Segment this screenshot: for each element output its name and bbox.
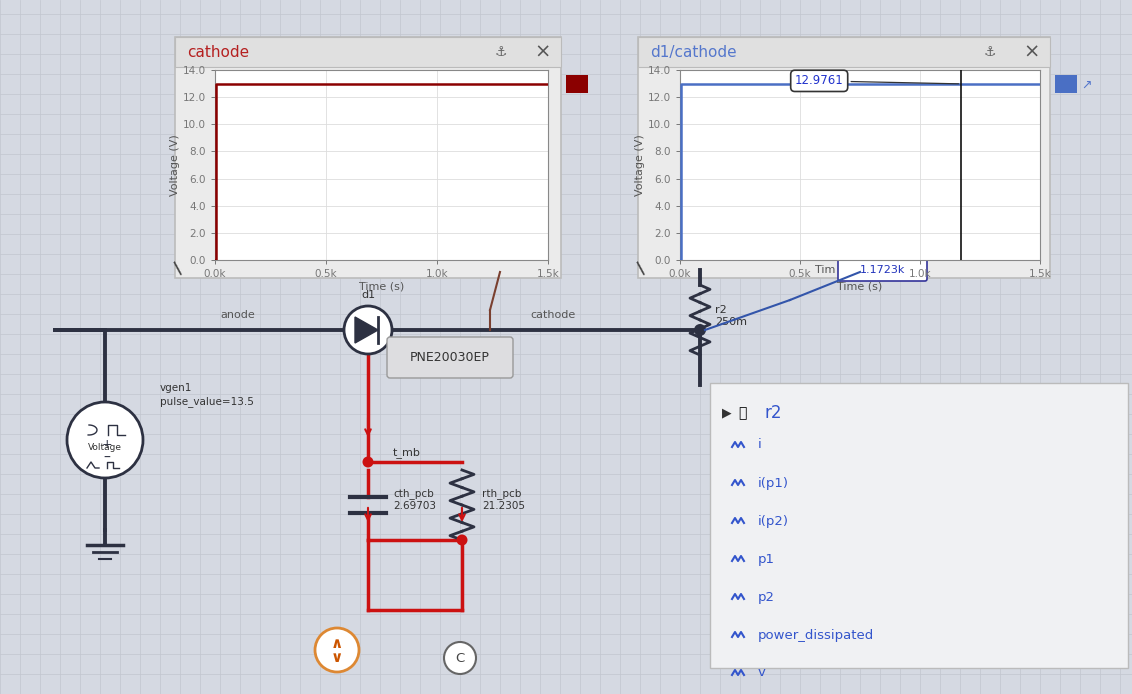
Circle shape: [456, 534, 468, 545]
Text: p2: p2: [758, 591, 775, 604]
Text: Tim: Tim: [815, 265, 835, 275]
Text: vgen1
pulse_value=13.5: vgen1 pulse_value=13.5: [160, 383, 254, 407]
Text: ⚓: ⚓: [984, 45, 996, 59]
Text: i(p1): i(p1): [758, 477, 789, 489]
Text: r2: r2: [765, 404, 782, 422]
Text: +: +: [102, 439, 112, 452]
Y-axis label: Voltage (V): Voltage (V): [170, 134, 180, 196]
Text: cth_pcb
2.69703: cth_pcb 2.69703: [393, 488, 436, 511]
Text: ▶: ▶: [722, 407, 731, 419]
Text: i(p2): i(p2): [758, 514, 789, 527]
Bar: [175, 37, 561, 67]
Text: d1: d1: [361, 290, 375, 300]
Polygon shape: [355, 317, 378, 343]
Text: 1.1723k: 1.1723k: [860, 265, 906, 275]
FancyBboxPatch shape: [387, 337, 513, 378]
Circle shape: [694, 324, 706, 336]
Text: /: /: [633, 260, 650, 276]
Text: 12.9761: 12.9761: [795, 74, 959, 87]
Text: –: –: [103, 451, 111, 465]
Text: p1: p1: [758, 552, 775, 566]
Bar: [1055, 75, 1077, 93]
Y-axis label: Voltage (V): Voltage (V): [635, 134, 645, 196]
Text: cathode: cathode: [530, 310, 575, 320]
Text: ⚓: ⚓: [495, 45, 507, 59]
FancyBboxPatch shape: [710, 383, 1127, 668]
Text: ×: ×: [534, 42, 551, 62]
Circle shape: [67, 402, 143, 478]
X-axis label: Time (s): Time (s): [838, 282, 883, 291]
Text: cathode: cathode: [187, 44, 249, 60]
Text: ∧: ∧: [331, 636, 343, 652]
Text: ×: ×: [1023, 42, 1040, 62]
Text: v: v: [758, 666, 766, 679]
Text: power_dissipated: power_dissipated: [758, 629, 874, 641]
Text: C: C: [455, 652, 464, 664]
FancyBboxPatch shape: [638, 37, 1050, 278]
FancyBboxPatch shape: [175, 37, 561, 278]
Text: d1/cathode: d1/cathode: [650, 44, 737, 60]
Circle shape: [344, 306, 392, 354]
Text: anode: anode: [220, 310, 255, 320]
Text: ∨: ∨: [331, 650, 343, 666]
Bar: [566, 75, 588, 93]
Text: i: i: [758, 439, 762, 452]
Text: ↗: ↗: [1081, 78, 1091, 92]
Bar: [638, 37, 1050, 67]
Text: t_mb: t_mb: [393, 448, 421, 459]
Text: Voltage: Voltage: [88, 443, 122, 452]
Text: 📷: 📷: [738, 406, 746, 420]
Text: /: /: [170, 260, 187, 276]
FancyBboxPatch shape: [838, 259, 927, 281]
Circle shape: [315, 628, 359, 672]
Text: r2
250m: r2 250m: [715, 305, 747, 327]
X-axis label: Time (s): Time (s): [359, 282, 404, 291]
Text: rth_pcb
21.2305: rth_pcb 21.2305: [482, 488, 525, 511]
Text: PNE20030EP: PNE20030EP: [410, 350, 490, 364]
Circle shape: [362, 457, 374, 468]
Circle shape: [444, 642, 475, 674]
